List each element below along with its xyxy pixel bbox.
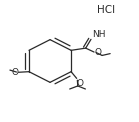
- Text: HCl: HCl: [97, 5, 115, 15]
- Text: NH: NH: [92, 30, 106, 39]
- Text: O: O: [77, 79, 84, 88]
- Text: O: O: [11, 68, 18, 77]
- Text: O: O: [94, 48, 101, 56]
